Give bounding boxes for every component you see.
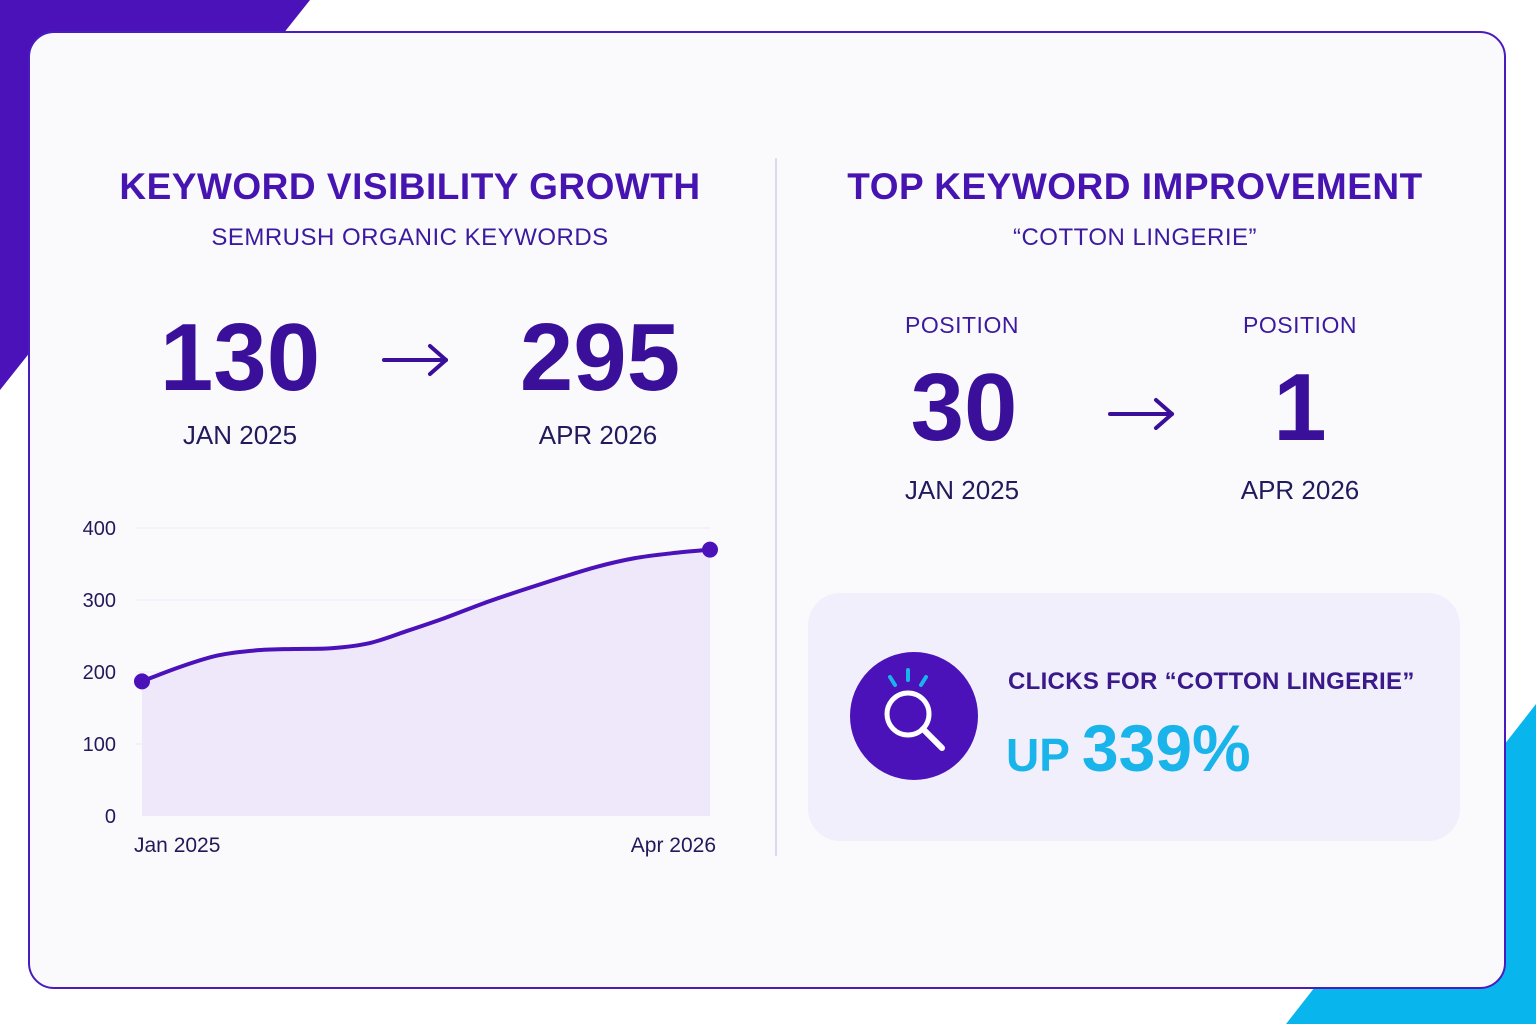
keywords-start-value: 130 xyxy=(159,304,321,411)
position-start-label: POSITION xyxy=(905,312,1019,338)
position-start-date: JAN 2025 xyxy=(904,475,1020,505)
area-fill xyxy=(142,549,710,816)
keyword-growth-chart: 0 100 200 300 400 Jan 2025 Apr 2026 xyxy=(83,518,718,857)
x-tick-label: Jan 2025 xyxy=(134,834,220,857)
y-tick-label: 300 xyxy=(83,590,116,612)
data-point-marker xyxy=(702,541,718,558)
keywords-start-date: JAN 2025 xyxy=(182,420,298,450)
data-point-marker xyxy=(134,673,150,690)
callout-percent: 339% xyxy=(1081,711,1251,785)
x-tick-label: Apr 2026 xyxy=(631,834,716,857)
position-end-value: 1 xyxy=(1273,354,1327,461)
position-end-label: POSITION xyxy=(1243,312,1357,338)
series-line xyxy=(140,547,712,684)
y-tick-label: 400 xyxy=(83,518,116,540)
left-panel-subtitle: SEMRUSH ORGANIC KEYWORDS xyxy=(211,224,609,251)
search-icon xyxy=(850,652,978,780)
keywords-end-date: APR 2026 xyxy=(538,420,658,450)
right-arrow-icon xyxy=(382,344,448,376)
keywords-end-value: 295 xyxy=(519,304,681,411)
position-start-value: 30 xyxy=(910,354,1018,461)
position-end-date: APR 2026 xyxy=(1240,475,1360,505)
callout-value: UP 339% xyxy=(1006,710,1251,786)
left-panel-title: KEYWORD VISIBILITY GROWTH xyxy=(119,166,701,207)
y-tick-label: 100 xyxy=(83,734,116,756)
y-tick-label: 200 xyxy=(83,662,116,684)
callout-label: CLICKS FOR “COTTON LINGERIE” xyxy=(1008,668,1415,695)
right-panel-subtitle: “COTTON LINGERIE” xyxy=(1012,224,1258,251)
right-arrow-icon xyxy=(1108,398,1174,430)
panel-divider xyxy=(775,158,777,856)
right-panel-title: TOP KEYWORD IMPROVEMENT xyxy=(847,166,1423,207)
y-tick-label: 0 xyxy=(105,806,116,828)
callout-up-text: UP xyxy=(1006,729,1070,781)
